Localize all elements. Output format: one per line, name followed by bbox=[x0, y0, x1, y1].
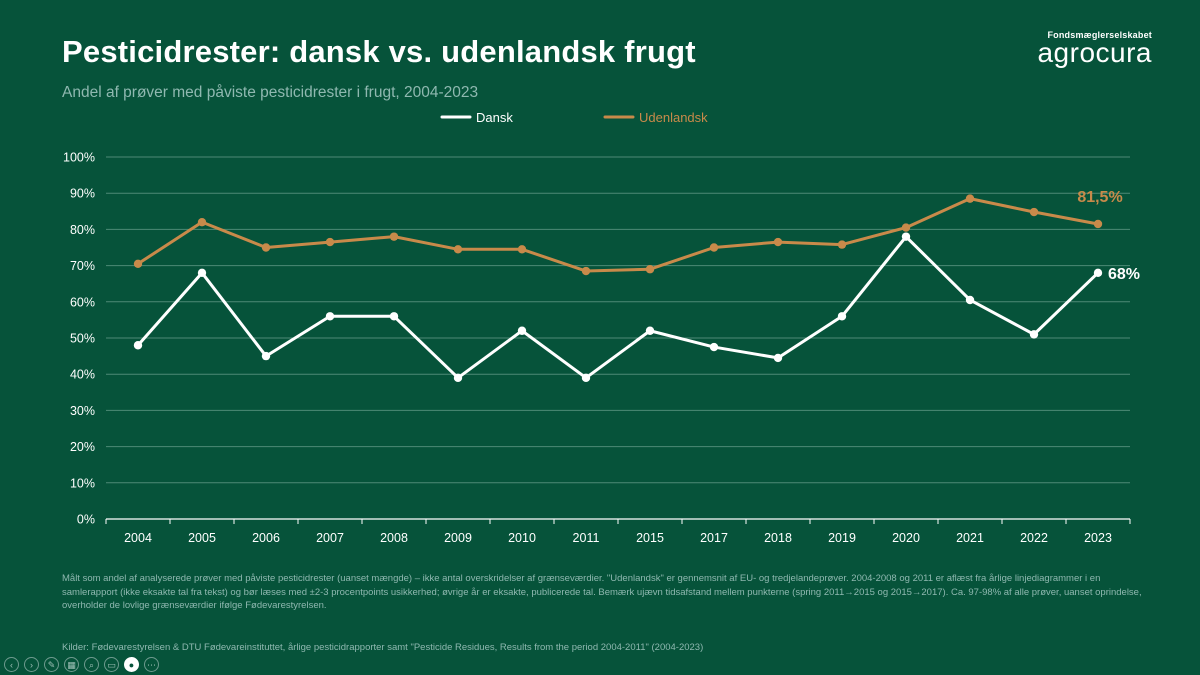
x-tick-label: 2008 bbox=[380, 531, 408, 545]
y-tick-label: 70% bbox=[70, 259, 95, 273]
y-tick-label: 80% bbox=[70, 223, 95, 237]
x-tick-label: 2022 bbox=[1020, 531, 1048, 545]
data-point-dansk bbox=[517, 326, 527, 335]
y-tick-label: 0% bbox=[77, 513, 95, 527]
x-tick-label: 2007 bbox=[316, 531, 344, 545]
data-point-udenlandsk bbox=[901, 223, 911, 232]
y-tick-label: 50% bbox=[70, 332, 95, 346]
data-point-dansk bbox=[389, 312, 399, 321]
data-point-dansk bbox=[197, 268, 207, 278]
data-point-udenlandsk bbox=[197, 217, 207, 227]
data-point-dansk bbox=[709, 342, 719, 352]
next-slide-icon[interactable]: › bbox=[24, 656, 39, 672]
data-point-dansk bbox=[965, 295, 975, 305]
data-point-udenlandsk bbox=[1029, 207, 1039, 217]
brand-tagline: Fondsmæglerselskabet bbox=[1047, 30, 1152, 40]
y-tick-label: 10% bbox=[70, 476, 95, 490]
data-point-dansk bbox=[261, 351, 271, 361]
data-point-udenlandsk bbox=[965, 194, 975, 203]
data-point-dansk bbox=[1093, 268, 1103, 278]
data-label-dansk: 68% bbox=[1108, 266, 1140, 283]
data-point-udenlandsk bbox=[389, 232, 399, 241]
data-point-dansk bbox=[1029, 330, 1039, 339]
x-tick-label: 2015 bbox=[636, 531, 664, 545]
presentation-toolbar: ‹ › ✎ ▦ ⌕ ▭ ● ⋯ bbox=[4, 655, 159, 673]
data-label-udenlandsk: 81,5% bbox=[1077, 189, 1122, 206]
data-point-dansk bbox=[773, 353, 783, 363]
x-tick-label: 2021 bbox=[956, 531, 984, 545]
data-point-udenlandsk bbox=[837, 240, 847, 249]
data-point-udenlandsk bbox=[773, 237, 783, 247]
brand-name: agrocura bbox=[1037, 37, 1152, 68]
data-point-udenlandsk bbox=[709, 243, 719, 252]
previous-slide-icon[interactable]: ‹ bbox=[4, 656, 19, 672]
page-title: Pesticidrester: dansk vs. udenlandsk fru… bbox=[62, 34, 696, 69]
legend-label-dansk: Dansk bbox=[476, 110, 513, 125]
camera-icon[interactable]: ● bbox=[124, 656, 139, 672]
pen-icon[interactable]: ✎ bbox=[44, 656, 59, 672]
data-point-dansk bbox=[581, 373, 591, 383]
legend-label-udenlandsk: Udenlandsk bbox=[639, 110, 708, 125]
y-tick-label: 100% bbox=[63, 151, 95, 165]
source-note: Kilder: Fødevarestyrelsen & DTU Fødevare… bbox=[62, 642, 704, 653]
more-options-icon[interactable]: ⋯ bbox=[144, 656, 159, 672]
page-subtitle: Andel af prøver med påviste pesticidrest… bbox=[62, 84, 479, 101]
series-line-dansk bbox=[136, 235, 1100, 380]
data-point-udenlandsk bbox=[453, 245, 463, 254]
methodology-note: Målt som andel af analyserede prøver med… bbox=[62, 573, 1142, 611]
slides-grid-icon[interactable]: ▦ bbox=[64, 656, 79, 672]
brand-logo: Fondsmæglerselskabet agrocura bbox=[1037, 30, 1152, 68]
zoom-icon[interactable]: ⌕ bbox=[84, 656, 99, 672]
data-point-dansk bbox=[645, 326, 655, 335]
data-point-dansk bbox=[837, 312, 847, 321]
series-line-udenlandsk bbox=[136, 197, 1100, 273]
x-tick-label: 2006 bbox=[252, 531, 280, 545]
x-tick-label: 2010 bbox=[508, 531, 536, 545]
data-point-udenlandsk bbox=[133, 259, 143, 268]
x-tick-label: 2004 bbox=[124, 531, 152, 545]
x-tick-label: 2017 bbox=[700, 531, 728, 545]
x-tick-label: 2005 bbox=[188, 531, 216, 545]
x-tick-label: 2019 bbox=[828, 531, 856, 545]
x-tick-label: 2023 bbox=[1084, 531, 1112, 545]
data-point-dansk bbox=[901, 232, 911, 241]
data-point-dansk bbox=[133, 341, 143, 350]
subtitles-icon[interactable]: ▭ bbox=[104, 656, 119, 672]
x-tick-label: 2020 bbox=[892, 531, 920, 545]
y-tick-label: 60% bbox=[70, 295, 95, 309]
x-tick-label: 2009 bbox=[444, 531, 472, 545]
data-point-dansk bbox=[325, 312, 335, 321]
x-tick-label: 2011 bbox=[573, 531, 600, 545]
data-point-udenlandsk bbox=[325, 237, 335, 247]
y-tick-label: 20% bbox=[70, 440, 95, 454]
y-tick-label: 30% bbox=[70, 404, 95, 418]
x-tick-label: 2018 bbox=[764, 531, 792, 545]
y-tick-label: 40% bbox=[70, 368, 95, 382]
data-point-udenlandsk bbox=[645, 265, 655, 274]
data-point-udenlandsk bbox=[517, 245, 527, 254]
data-point-dansk bbox=[453, 373, 463, 383]
data-point-udenlandsk bbox=[261, 243, 271, 252]
y-tick-label: 90% bbox=[70, 187, 95, 201]
data-point-udenlandsk bbox=[1093, 219, 1103, 229]
data-point-udenlandsk bbox=[581, 266, 591, 276]
